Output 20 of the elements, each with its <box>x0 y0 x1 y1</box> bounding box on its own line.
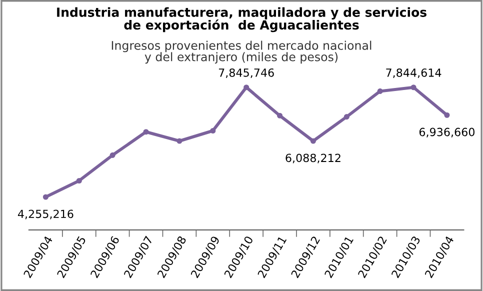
point <box>410 84 416 90</box>
point <box>344 114 350 120</box>
data-label: 7,844,614 <box>386 68 442 78</box>
chart-title: Industria manufacturera, maquiladora y de servicios de exportación de Aguacalientes <box>57 7 426 32</box>
point <box>276 112 283 118</box>
point <box>210 128 216 134</box>
point <box>143 129 149 135</box>
data-label: 4,255,216 <box>18 210 74 220</box>
point <box>42 194 48 200</box>
point <box>244 84 250 90</box>
point <box>377 88 383 94</box>
data-label: 6,088,212 <box>286 154 340 164</box>
data-label: 7,845,746 <box>218 68 274 78</box>
point <box>76 178 82 184</box>
chart-subtitle: Ingresos provenientes del mercado nacional y del extranjero (miles de pesos) <box>112 40 372 64</box>
point <box>310 138 316 144</box>
point <box>110 152 116 158</box>
point <box>176 138 182 144</box>
point <box>444 112 450 118</box>
data-label: 6,936,660 <box>419 128 474 138</box>
